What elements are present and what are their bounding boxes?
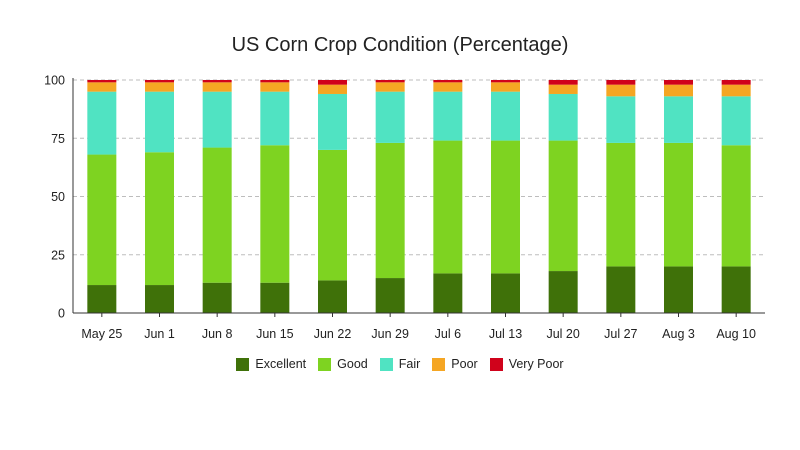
bar-segment-very-poor [318, 80, 347, 85]
legend-swatch [432, 357, 446, 371]
bar-segment-excellent [606, 266, 636, 313]
bar-segment-poor [202, 82, 232, 92]
bar-segment-excellent [433, 273, 463, 313]
bars [87, 80, 751, 313]
bar-segment-very-poor [145, 80, 174, 83]
legend-swatch [318, 357, 332, 371]
bar-segment-poor [87, 82, 117, 92]
bar-segment-poor [318, 84, 347, 94]
legend-swatch [379, 357, 393, 371]
bar-segment-poor [548, 84, 578, 94]
bar-segment-fair [721, 96, 751, 146]
bar-segment-poor [491, 82, 520, 92]
bar-segment-good [721, 145, 751, 267]
bar-segment-fair [375, 91, 405, 143]
y-tick-label: 50 [51, 190, 65, 204]
x-tick-label: May 25 [81, 327, 122, 341]
bar-segment-excellent [87, 285, 117, 313]
legend-item[interactable]: Good [318, 357, 368, 371]
legend-label: Very Poor [508, 357, 564, 371]
bar-segment-poor [433, 82, 463, 92]
legend: Excellent Good Fair Poor Very Poor [0, 357, 800, 371]
x-tick-label: Jul 27 [604, 327, 637, 341]
x-tick-label: Jun 1 [144, 327, 175, 341]
bar-segment-excellent [664, 266, 693, 313]
bar-segment-very-poor [433, 80, 463, 83]
bar-segment-good [260, 145, 290, 283]
legend-item[interactable]: Fair [379, 357, 421, 371]
bar-segment-poor [145, 82, 174, 92]
bar-segment-good [375, 142, 405, 279]
x-tick-label: Aug 10 [716, 327, 756, 341]
y-tick-label: 0 [58, 307, 65, 321]
legend-label: Fair [398, 357, 421, 371]
bar-segment-good [664, 142, 693, 267]
x-tick-label: Jul 6 [435, 327, 461, 341]
bar-segment-good [606, 142, 636, 267]
bar-segment-good [202, 147, 232, 283]
bar-segment-fair [145, 91, 174, 153]
bar-segment-very-poor [491, 80, 520, 83]
legend-label: Excellent [255, 357, 307, 371]
bar-segment-fair [606, 96, 636, 143]
bar-segment-very-poor [548, 80, 578, 85]
bar-segment-very-poor [606, 80, 636, 85]
bar-segment-very-poor [721, 80, 751, 85]
x-tick-label: Jun 22 [314, 327, 352, 341]
legend-item[interactable]: Excellent [236, 357, 306, 371]
bar-segment-poor [721, 84, 751, 97]
bar-segment-fair [491, 91, 520, 141]
bar-segment-poor [606, 84, 636, 97]
bar-segment-excellent [721, 266, 751, 313]
bar-segment-good [87, 154, 117, 286]
legend-swatch [236, 357, 250, 371]
x-tick-label: Jul 13 [489, 327, 522, 341]
bar-segment-very-poor [202, 80, 232, 83]
bar-segment-fair [433, 91, 463, 141]
bar-segment-excellent [145, 285, 174, 313]
gridlines [73, 79, 765, 256]
bar-segment-excellent [202, 282, 232, 313]
bar-segment-poor [664, 84, 693, 97]
bar-segment-fair [318, 93, 347, 150]
bar-segment-very-poor [87, 80, 117, 83]
bar-segment-good [491, 140, 520, 274]
y-tick-label: 75 [51, 132, 65, 146]
bar-segment-good [145, 152, 174, 286]
bar-segment-excellent [548, 271, 578, 313]
bar-segment-good [548, 140, 578, 272]
axes: 0 25 50 75 100 May 25 Jun 1 Jun 8 Jun 15 Jun 22 Ju… [44, 74, 765, 341]
bar-segment-very-poor [664, 80, 693, 85]
bar-segment-very-poor [375, 80, 405, 83]
x-tick-label: Jul 20 [546, 327, 579, 341]
bar-segment-fair [260, 91, 290, 146]
bar-segment-poor [375, 82, 405, 92]
bar-segment-poor [260, 82, 290, 92]
bar-segment-excellent [318, 280, 347, 313]
x-tick-label: Jun 15 [256, 327, 294, 341]
y-tick-label: 25 [51, 248, 65, 262]
x-tick-label: Jun 29 [371, 327, 409, 341]
bar-segment-fair [202, 91, 232, 148]
legend-label: Poor [451, 357, 478, 371]
bar-segment-fair [548, 93, 578, 141]
bar-segment-very-poor [260, 80, 290, 83]
legend-item[interactable]: Very Poor [489, 357, 564, 371]
legend-item[interactable]: Poor [432, 357, 478, 371]
bar-segment-good [318, 149, 347, 281]
x-tick-label: Aug 3 [662, 327, 695, 341]
legend-swatch [489, 357, 503, 371]
legend-label: Good [337, 357, 368, 371]
bar-segment-excellent [375, 278, 405, 313]
bar-segment-good [433, 140, 463, 274]
x-tick-label: Jun 8 [202, 327, 233, 341]
bar-segment-excellent [491, 273, 520, 313]
bar-segment-fair [664, 96, 693, 143]
y-tick-label: 100 [44, 74, 65, 88]
bar-segment-excellent [260, 282, 290, 313]
chart-title: US Corn Crop Condition (Percentage) [231, 34, 569, 56]
bar-segment-fair [87, 91, 117, 155]
